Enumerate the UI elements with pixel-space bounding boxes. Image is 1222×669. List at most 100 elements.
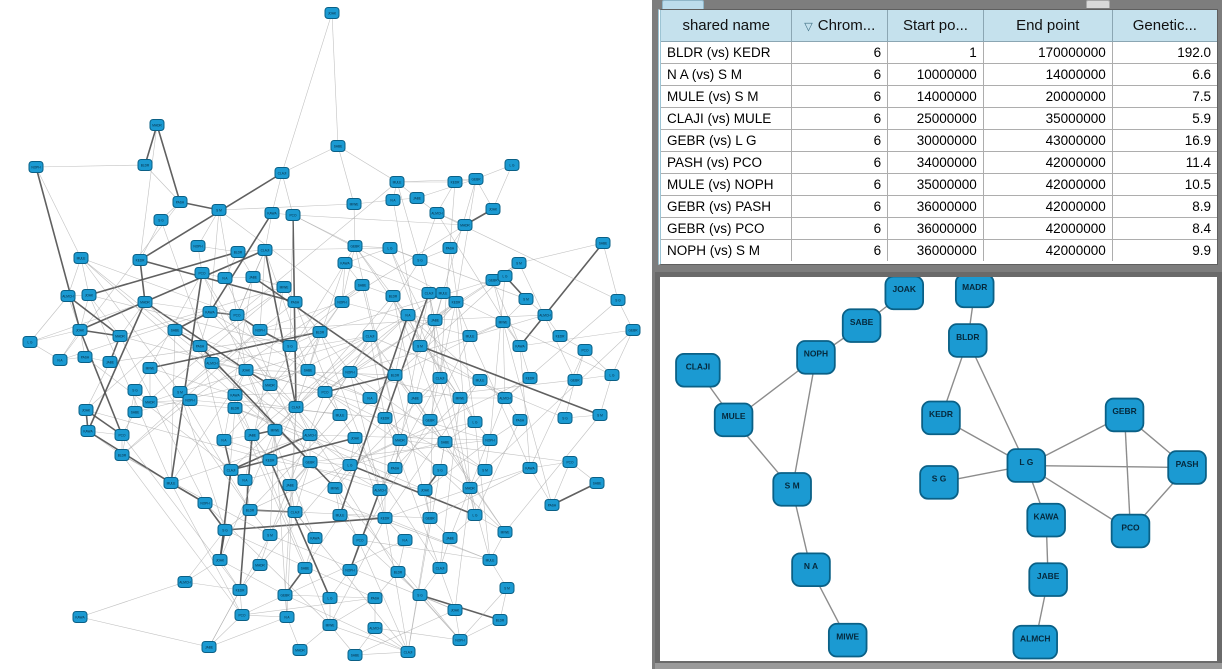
network-node[interactable]: [262, 454, 278, 466]
table-cell[interactable]: 14000000: [887, 85, 984, 108]
network-node[interactable]: [132, 254, 148, 266]
network-node[interactable]: [262, 529, 278, 541]
network-node[interactable]: [377, 412, 393, 424]
network-node[interactable]: [60, 290, 76, 302]
network-node[interactable]: [72, 611, 88, 623]
network-node[interactable]: [512, 414, 528, 426]
network-node[interactable]: [264, 207, 280, 219]
network-node[interactable]: [387, 369, 403, 381]
table-cell[interactable]: 5.9: [1112, 107, 1217, 130]
table-cell[interactable]: 6: [791, 195, 889, 218]
network-node[interactable]: [322, 592, 338, 604]
network-node[interactable]: [457, 219, 473, 231]
network-node[interactable]: [377, 512, 393, 524]
network-node[interactable]: [217, 272, 233, 284]
table-cell[interactable]: 6: [791, 151, 889, 174]
network-node[interactable]: [324, 7, 340, 19]
network-node[interactable]: [217, 524, 233, 536]
network-node[interactable]: [492, 614, 508, 626]
column-header-shared-name[interactable]: shared name: [661, 10, 793, 42]
table-cell[interactable]: 8.9: [1112, 195, 1217, 218]
network-node[interactable]: [73, 252, 89, 264]
network-node[interactable]: [954, 277, 995, 309]
network-node[interactable]: [182, 394, 198, 406]
network-node[interactable]: [557, 412, 573, 424]
network-node[interactable]: [201, 641, 217, 653]
table-cell[interactable]: 42000000: [983, 173, 1113, 196]
network-node[interactable]: [330, 140, 346, 152]
table-cell[interactable]: 11.4: [1112, 151, 1217, 174]
network-node[interactable]: [472, 374, 488, 386]
table-cell[interactable]: 42000000: [983, 195, 1113, 218]
table-row[interactable]: BLDR (vs) KEDR 6 1 170000000 192.0: [661, 41, 1217, 64]
network-node[interactable]: [412, 589, 428, 601]
table-row[interactable]: GEBR (vs) L G 6 30000000 43000000 16.9: [661, 129, 1217, 152]
network-node[interactable]: [300, 364, 316, 376]
table-cell[interactable]: 1: [887, 41, 984, 64]
table-row[interactable]: MULE (vs) S M 6 14000000 20000000 7.5: [661, 85, 1217, 108]
network-node[interactable]: [242, 504, 258, 516]
network-node[interactable]: [317, 386, 333, 398]
table-cell[interactable]: 42000000: [983, 217, 1113, 240]
network-node[interactable]: [385, 290, 401, 302]
table-cell[interactable]: GEBR (vs) L G: [661, 129, 793, 152]
network-node[interactable]: [114, 449, 130, 461]
column-header-genetic---[interactable]: Genetic...: [1112, 10, 1217, 42]
network-node[interactable]: [302, 429, 318, 441]
network-node[interactable]: [919, 465, 959, 500]
network-node[interactable]: [279, 611, 295, 623]
network-node[interactable]: [292, 644, 308, 656]
network-node[interactable]: [604, 369, 620, 381]
network-node[interactable]: [282, 479, 298, 491]
network-node[interactable]: [347, 240, 363, 252]
network-node[interactable]: [287, 296, 303, 308]
network-node[interactable]: [332, 509, 348, 521]
network-node[interactable]: [412, 254, 428, 266]
table-cell[interactable]: 16.9: [1112, 129, 1217, 152]
network-node[interactable]: [435, 287, 451, 299]
network-node[interactable]: [52, 354, 68, 366]
table-cell[interactable]: 6: [791, 63, 889, 86]
network-edge[interactable]: [791, 357, 817, 490]
network-node[interactable]: [346, 198, 362, 210]
network-node[interactable]: [827, 622, 868, 658]
network-node[interactable]: [544, 499, 560, 511]
network-node[interactable]: [287, 506, 303, 518]
table-cell[interactable]: PASH (vs) PCO: [661, 151, 793, 174]
table-cell[interactable]: 30000000: [887, 129, 984, 152]
network-node[interactable]: [276, 281, 292, 293]
network-node[interactable]: [1167, 450, 1207, 485]
network-node[interactable]: [227, 402, 243, 414]
network-node[interactable]: [332, 409, 348, 421]
table-cell[interactable]: 43000000: [983, 129, 1113, 152]
network-node[interactable]: [400, 309, 416, 321]
network-node[interactable]: [277, 589, 293, 601]
network-node[interactable]: [137, 159, 153, 171]
network-node[interactable]: [28, 161, 44, 173]
table-cell[interactable]: 170000000: [983, 41, 1113, 64]
network-node[interactable]: [552, 330, 568, 342]
network-node[interactable]: [442, 532, 458, 544]
network-node[interactable]: [234, 609, 250, 621]
network-node[interactable]: [392, 434, 408, 446]
network-node[interactable]: [190, 240, 206, 252]
network-edge[interactable]: [967, 340, 1027, 466]
network-node[interactable]: [921, 400, 961, 436]
network-node[interactable]: [595, 237, 611, 249]
network-node[interactable]: [504, 159, 520, 171]
network-node[interactable]: [204, 357, 220, 369]
network-node[interactable]: [429, 207, 445, 219]
network-node[interactable]: [589, 477, 605, 489]
network-node[interactable]: [1012, 624, 1058, 660]
table-cell[interactable]: 20000000: [983, 85, 1113, 108]
network-node[interactable]: [211, 204, 227, 216]
network-node[interactable]: [167, 324, 183, 336]
table-cell[interactable]: 6: [791, 107, 889, 130]
table-cell[interactable]: 6: [791, 85, 889, 108]
network-node[interactable]: [237, 474, 253, 486]
network-node[interactable]: [227, 389, 243, 401]
network-node[interactable]: [274, 167, 290, 179]
network-node[interactable]: [244, 429, 260, 441]
network-node[interactable]: [142, 396, 158, 408]
network-node[interactable]: [417, 484, 433, 496]
